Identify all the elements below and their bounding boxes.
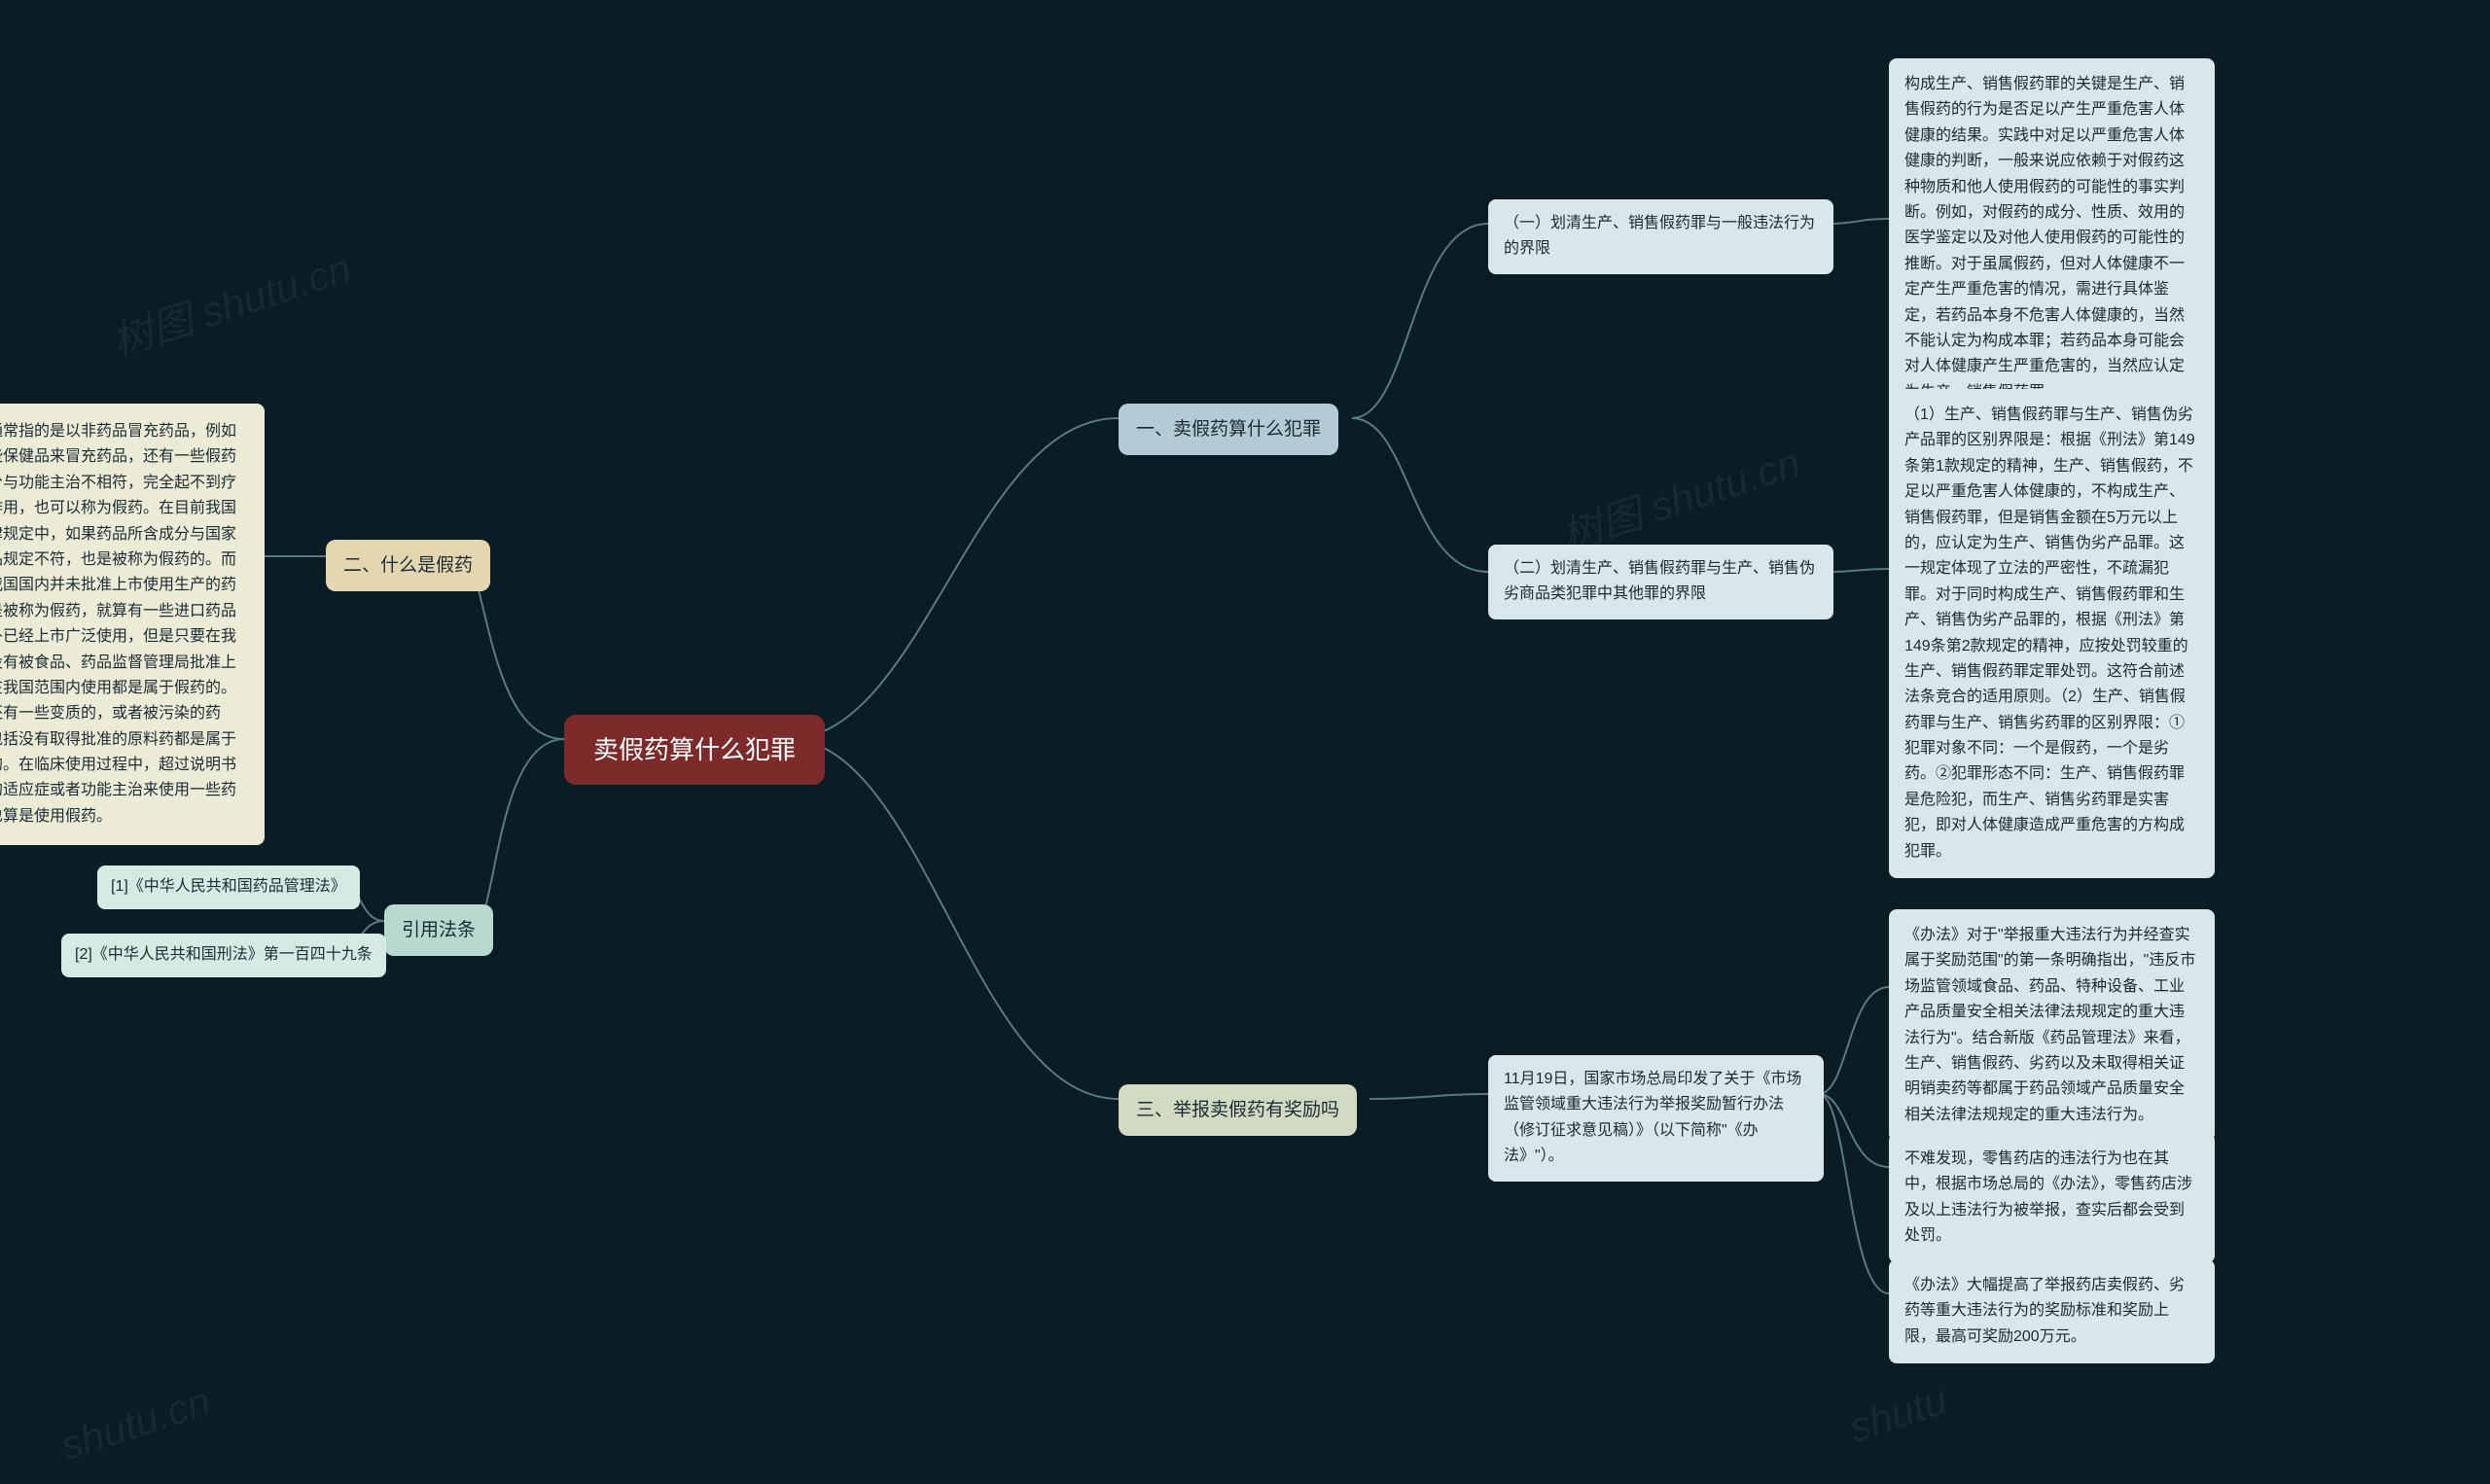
branch-3-body-2-text: 不难发现，零售药店的违法行为也在其中，根据市场总局的《办法》，零售药店涉及以上违… [1904, 1150, 2192, 1244]
branch-1-sub-1-label: （一）划清生产、销售假药罪与一般违法行为的界限 [1504, 215, 1815, 257]
branch-1-sub-2-label: （二）划清生产、销售假药罪与生产、销售伪劣商品类犯罪中其他罪的界限 [1504, 560, 1815, 602]
cite-1-text: [1]《中华人民共和国药品管理法》 [111, 878, 346, 895]
branch-1-sub-2[interactable]: （二）划清生产、销售假药罪与生产、销售伪劣商品类犯罪中其他罪的界限 [1488, 545, 1833, 619]
branch-3-body-1: 《办法》对于"举报重大违法行为并经查实属于奖励范围"的第一条明确指出，"违反市场… [1889, 909, 2215, 1142]
branch-4[interactable]: 引用法条 [384, 904, 493, 956]
branch-3-sub-label: 11月19日，国家市场总局印发了关于《市场监管领域重大违法行为举报奖励暂行办法（… [1504, 1071, 1801, 1164]
cite-1[interactable]: [1]《中华人民共和国药品管理法》 [97, 866, 360, 909]
cite-2[interactable]: [2]《中华人民共和国刑法》第一百四十九条 [61, 934, 386, 977]
branch-3-body-2: 不难发现，零售药店的违法行为也在其中，根据市场总局的《办法》，零售药店涉及以上违… [1889, 1133, 2215, 1263]
branch-3-body-1-text: 《办法》对于"举报重大违法行为并经查实属于奖励范围"的第一条明确指出，"违反市场… [1904, 927, 2195, 1123]
branch-3-body-3-text: 《办法》大幅提高了举报药店卖假药、劣药等重大违法行为的奖励标准和奖励上限，最高可… [1904, 1277, 2185, 1345]
watermark: shutu.cn [54, 1378, 216, 1470]
root-node[interactable]: 卖假药算什么犯罪 [564, 715, 825, 785]
branch-2-label: 二、什么是假药 [343, 555, 473, 576]
branch-2-body-text: 假药通常指的是以非药品冒充药品，例如用一些保健品来冒充药品，还有一些假药是成分与… [0, 423, 236, 825]
watermark: 树图 shutu.cn [104, 235, 358, 369]
branch-1-sub-1-body-text: 构成生产、销售假药罪的关键是生产、销售假药的行为是否足以产生严重危害人体健康的结… [1904, 76, 2185, 401]
branch-1-label: 一、卖假药算什么犯罪 [1136, 419, 1321, 440]
branch-2-body: 假药通常指的是以非药品冒充药品，例如用一些保健品来冒充药品，还有一些假药是成分与… [0, 404, 265, 845]
root-label: 卖假药算什么犯罪 [593, 735, 796, 764]
branch-1[interactable]: 一、卖假药算什么犯罪 [1119, 404, 1338, 455]
branch-1-sub-2-body: （1）生产、销售假药罪与生产、销售伪劣产品罪的区别界限是：根据《刑法》第149条… [1889, 389, 2215, 878]
branch-4-label: 引用法条 [402, 920, 476, 940]
watermark: shutu [1843, 1376, 1953, 1451]
branch-1-sub-1-body: 构成生产、销售假药罪的关键是生产、销售假药的行为是否足以产生严重危害人体健康的结… [1889, 58, 2215, 419]
branch-2[interactable]: 二、什么是假药 [326, 540, 490, 591]
branch-1-sub-2-body-text: （1）生产、销售假药罪与生产、销售伪劣产品罪的区别界限是：根据《刑法》第149条… [1904, 406, 2195, 860]
branch-1-sub-1[interactable]: （一）划清生产、销售假药罪与一般违法行为的界限 [1488, 199, 1833, 274]
branch-3-body-3: 《办法》大幅提高了举报药店卖假药、劣药等重大违法行为的奖励标准和奖励上限，最高可… [1889, 1259, 2215, 1363]
branch-3-sub[interactable]: 11月19日，国家市场总局印发了关于《市场监管领域重大违法行为举报奖励暂行办法（… [1488, 1055, 1824, 1182]
branch-3[interactable]: 三、举报卖假药有奖励吗 [1119, 1084, 1357, 1136]
watermark: 树图 shutu.cn [1553, 430, 1807, 563]
branch-3-label: 三、举报卖假药有奖励吗 [1136, 1100, 1339, 1120]
cite-2-text: [2]《中华人民共和国刑法》第一百四十九条 [75, 946, 373, 963]
